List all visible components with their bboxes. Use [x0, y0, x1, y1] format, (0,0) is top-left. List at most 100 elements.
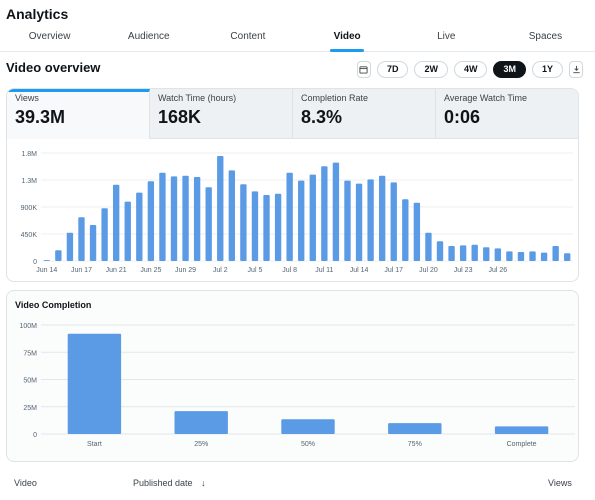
x-tick-label: Start — [87, 441, 102, 448]
metric-label: Views — [15, 93, 39, 103]
views-bar — [101, 208, 108, 261]
views-bar — [425, 232, 432, 261]
x-tick-label: Jul 11 — [315, 267, 333, 274]
views-bar — [413, 202, 421, 261]
x-tick-label: Jul 5 — [248, 267, 263, 274]
views-bar — [240, 184, 247, 261]
metric-label: Watch Time (hours) — [158, 93, 237, 103]
x-tick-label: Jul 2 — [213, 267, 228, 274]
completion-bar — [67, 333, 122, 434]
views-bar — [298, 180, 305, 261]
range-7d-button[interactable]: 7D — [376, 61, 409, 78]
views-bar — [552, 246, 559, 261]
views-bar — [43, 260, 50, 261]
views-bar — [89, 225, 97, 261]
views-bar — [159, 172, 166, 261]
metric-label: Completion Rate — [301, 93, 369, 103]
views-bar — [471, 244, 478, 261]
video-overview-card: Views 39.3M Watch Time (hours) 168K Comp… — [6, 88, 579, 282]
completion-bar — [494, 426, 549, 434]
views-chart: 0 450K 900K 1.3M 1.8M Jun 14 Jun 17 Jun 21 Jun 2… — [21, 151, 573, 274]
range-controls: 7D 2W 4W 3M 1Y — [356, 61, 583, 78]
y-tick-label: 450K — [21, 232, 38, 239]
metric-average-watch-time[interactable]: Average Watch Time 0:06 — [436, 89, 578, 139]
range-1y-button[interactable]: 1Y — [531, 61, 563, 78]
views-bar — [540, 252, 548, 261]
column-published-date[interactable]: Published date ↓ — [133, 478, 206, 488]
views-bar — [66, 232, 74, 261]
views-bar — [112, 184, 120, 261]
views-bar — [217, 156, 224, 261]
column-video[interactable]: Video — [14, 478, 37, 488]
column-views[interactable]: Views — [548, 478, 572, 488]
y-tick-label: 0 — [33, 259, 37, 266]
y-tick-label: 0 — [33, 432, 37, 439]
tab-video[interactable]: Video — [298, 24, 397, 51]
metric-completion-rate[interactable]: Completion Rate 8.3% — [293, 89, 436, 139]
tab-content[interactable]: Content — [230, 31, 266, 42]
tab-overview[interactable]: Overview — [28, 31, 71, 42]
views-bar — [529, 251, 536, 261]
views-bar — [228, 170, 236, 261]
views-bar — [136, 192, 143, 261]
views-bar — [459, 245, 467, 261]
range-3m-button[interactable]: 3M — [493, 61, 526, 78]
tab-live[interactable]: Live — [437, 31, 456, 42]
metric-value: 0:06 — [444, 107, 481, 127]
x-tick-label: Jun 25 — [140, 267, 161, 274]
views-bar — [286, 172, 293, 261]
views-bar — [367, 179, 374, 261]
views-bar — [378, 175, 386, 261]
views-bar — [448, 246, 455, 261]
tab-spaces[interactable]: Spaces — [528, 31, 563, 42]
metric-watch-time[interactable]: Watch Time (hours) 168K — [150, 89, 293, 139]
views-bar — [517, 252, 525, 261]
page-title: Analytics — [6, 6, 69, 22]
completion-bar — [174, 411, 228, 434]
views-bar — [124, 201, 131, 261]
metric-tabs: Views 39.3M Watch Time (hours) 168K Comp… — [7, 89, 578, 139]
views-bar — [55, 250, 62, 261]
completion-bar — [388, 423, 442, 434]
tab-audience[interactable]: Audience — [127, 31, 170, 42]
y-tick-label: 25M — [23, 405, 37, 412]
views-bar — [564, 253, 571, 261]
views-bar — [506, 251, 513, 261]
metric-label: Average Watch Time — [444, 93, 528, 103]
views-bar — [78, 217, 85, 261]
column-label: Published date — [133, 478, 193, 488]
views-bar — [251, 191, 259, 261]
x-tick-label: Jun 29 — [175, 267, 196, 274]
views-bar — [193, 177, 201, 261]
chart-title: Video Completion — [15, 300, 92, 310]
views-bar — [309, 174, 316, 261]
range-4w-button[interactable]: 4W — [453, 61, 488, 78]
metric-views[interactable]: Views 39.3M — [7, 89, 150, 139]
download-icon[interactable] — [569, 61, 583, 78]
views-bar — [494, 248, 502, 261]
range-2w-button[interactable]: 2W — [414, 61, 448, 78]
x-tick-label: Jun 21 — [106, 267, 127, 274]
x-tick-label: Jun 17 — [71, 267, 92, 274]
views-bar — [274, 193, 282, 261]
views-bar — [321, 166, 328, 261]
views-bar — [390, 182, 397, 261]
views-bar — [263, 195, 270, 261]
metric-value: 39.3M — [15, 107, 66, 127]
views-bar — [402, 199, 409, 261]
x-tick-label: 75% — [408, 441, 422, 448]
x-tick-label: 50% — [301, 441, 315, 448]
completion-chart: 0 25M 50M 75M 100M Start 25% 50% 75% Complete — [19, 323, 575, 448]
calendar-icon[interactable] — [356, 61, 371, 78]
views-bar — [170, 176, 178, 261]
views-bar — [182, 175, 189, 261]
x-tick-label: Jul 23 — [454, 267, 473, 274]
tab-bar: Overview Audience Content Video Live Spa… — [0, 24, 595, 52]
x-tick-label: Jul 26 — [488, 267, 507, 274]
y-tick-label: 1.3M — [21, 178, 37, 185]
views-bar — [436, 241, 444, 261]
arrow-down-icon: ↓ — [201, 478, 206, 488]
y-tick-label: 50M — [23, 378, 37, 385]
x-tick-label: Jul 8 — [282, 267, 297, 274]
section-title: Video overview — [6, 60, 101, 75]
